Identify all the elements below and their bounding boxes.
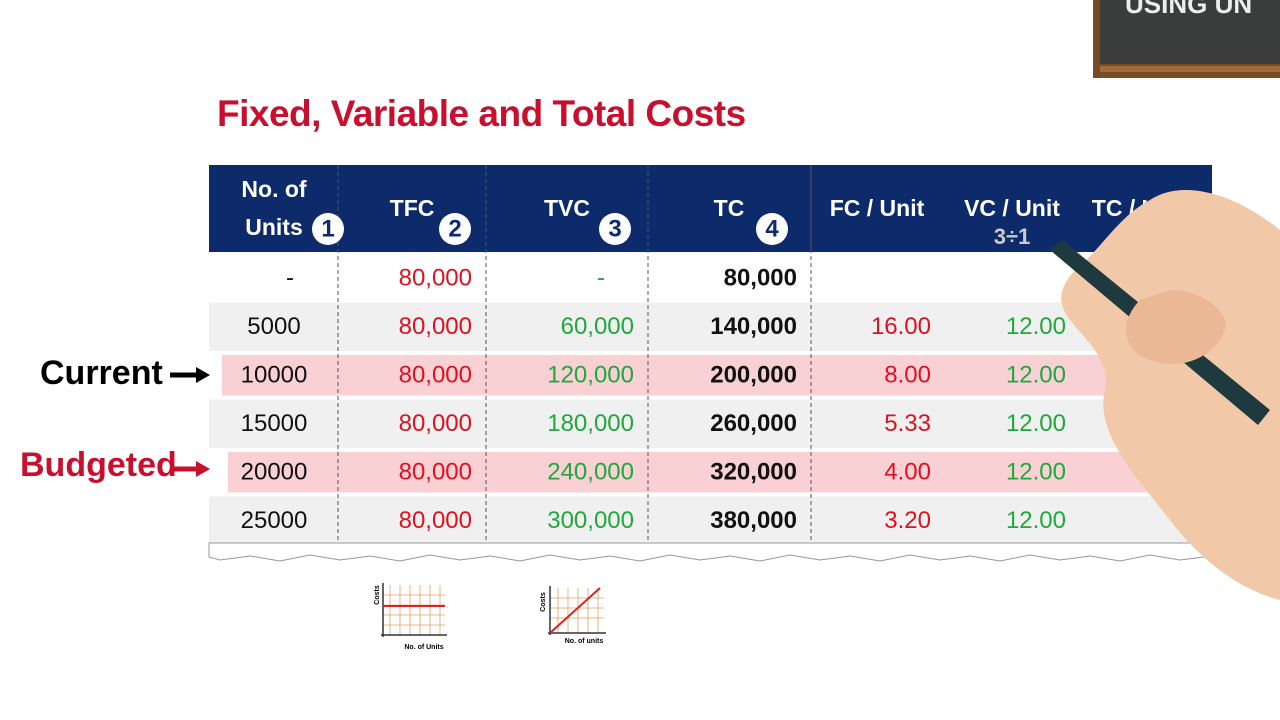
table-cell: 25000 bbox=[241, 507, 308, 534]
step-badge bbox=[756, 213, 788, 245]
column-header: TFC bbox=[390, 195, 435, 221]
thumb bbox=[1126, 290, 1226, 364]
table-cell: 4.00 bbox=[884, 459, 931, 486]
mini-x-label: No. of units bbox=[565, 638, 604, 645]
step-badge-label: 4 bbox=[765, 215, 779, 242]
step-badge-label: 2 bbox=[448, 215, 461, 242]
budgeted-label: Budgeted bbox=[20, 446, 177, 484]
column-header: TVC bbox=[544, 195, 590, 221]
mini-chart-fixed bbox=[381, 583, 447, 637]
table-cell: 15000 bbox=[241, 410, 308, 437]
table-cell: 320,000 bbox=[710, 459, 797, 486]
row-bg bbox=[209, 496, 1212, 545]
current-label: Current bbox=[40, 354, 163, 392]
table-cell: 80,000 bbox=[399, 459, 472, 486]
step-badge-label: 1 bbox=[321, 215, 334, 242]
board-text: USING UN bbox=[1125, 0, 1252, 19]
table-cell: 80,000 bbox=[399, 410, 472, 437]
table-cell: 200,000 bbox=[710, 362, 797, 389]
table-cell: 180,000 bbox=[547, 410, 634, 437]
column-header: FC / Unit bbox=[830, 195, 925, 221]
table-cell: 5.33 bbox=[884, 410, 931, 437]
table-cell: 380,000 bbox=[710, 507, 797, 534]
step-badge bbox=[599, 213, 631, 245]
table-cell: 140,000 bbox=[710, 313, 797, 340]
table-cell: 12.00 bbox=[1006, 313, 1066, 340]
table-cell: 80,000 bbox=[724, 265, 797, 292]
title: Fixed, Variable and Total Costs bbox=[217, 93, 746, 134]
table-cell: 12.00 bbox=[1006, 362, 1066, 389]
mini-y-label: Costs bbox=[540, 592, 547, 612]
row-bg bbox=[209, 254, 1212, 303]
row-highlight bbox=[222, 355, 1212, 396]
step-badge bbox=[312, 213, 344, 245]
formula: 3÷1 bbox=[994, 224, 1031, 249]
table-cell: 80,000 bbox=[399, 507, 472, 534]
step-badge-label: 3 bbox=[608, 215, 621, 242]
table-cell: 16.00 bbox=[871, 313, 931, 340]
row-bg bbox=[209, 302, 1212, 351]
column-header: VC / Unit bbox=[964, 195, 1060, 221]
table-cell: 300,000 bbox=[547, 507, 634, 534]
column-header: TC bbox=[714, 195, 745, 221]
table-cell: 3.20 bbox=[884, 507, 931, 534]
torn-edge bbox=[208, 542, 1213, 562]
table-cell: 80,000 bbox=[399, 313, 472, 340]
step-badge bbox=[439, 213, 471, 245]
table-cell: - bbox=[597, 265, 605, 292]
table-cell: 10000 bbox=[241, 362, 308, 389]
table-cell: 80,000 bbox=[399, 265, 472, 292]
table-cell: 80,000 bbox=[399, 362, 472, 389]
mini-x-label: No. of Units bbox=[404, 644, 443, 651]
row-bg bbox=[209, 399, 1212, 448]
blackboard bbox=[1093, 0, 1280, 78]
row-highlight bbox=[228, 452, 1212, 493]
column-header: No. of bbox=[241, 176, 306, 202]
mini-y-label: Costs bbox=[374, 585, 381, 605]
arrows bbox=[170, 367, 210, 477]
table-cell: - bbox=[286, 265, 294, 292]
table-cell: 260,000 bbox=[710, 410, 797, 437]
table-cell: 12.00 bbox=[1006, 507, 1066, 534]
table-cell: 240,000 bbox=[547, 459, 634, 486]
table-cell: 12.00 bbox=[1006, 410, 1066, 437]
table-cell: 12.00 bbox=[1006, 459, 1066, 486]
table-cell: 60,000 bbox=[561, 313, 634, 340]
mini-chart-variable bbox=[548, 586, 606, 635]
column-header: Units bbox=[245, 214, 303, 240]
table-cell: 120,000 bbox=[547, 362, 634, 389]
table-cell: 20000 bbox=[241, 459, 308, 486]
table-cell: 8.00 bbox=[884, 362, 931, 389]
table-cell: 5000 bbox=[247, 313, 300, 340]
